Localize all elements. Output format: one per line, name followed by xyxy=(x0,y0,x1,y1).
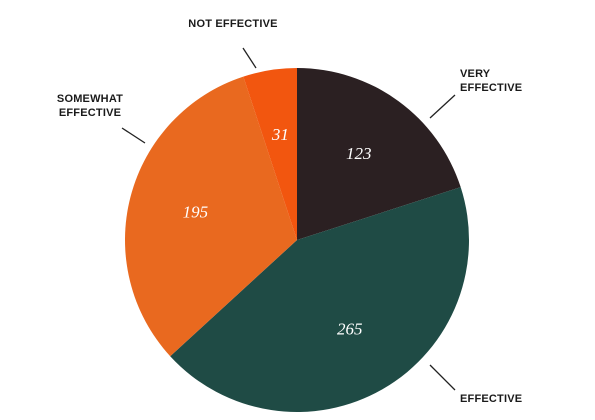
category-label: VERY EFFECTIVE xyxy=(460,68,523,94)
leader-line xyxy=(242,47,257,69)
pie-slice xyxy=(297,68,461,240)
value-label: 31 xyxy=(271,125,289,144)
pie-slice xyxy=(170,187,470,412)
value-label: 195 xyxy=(183,202,209,221)
leader-line xyxy=(429,94,456,119)
category-label: SOMEWHAT EFFECTIVE xyxy=(56,93,124,119)
value-label: 123 xyxy=(346,144,372,163)
leader-line xyxy=(429,364,456,391)
value-label: 265 xyxy=(337,320,363,339)
pie-slice xyxy=(243,68,297,240)
leader-line xyxy=(121,127,146,144)
category-label: EFFECTIVE xyxy=(460,393,523,405)
category-label: NOT EFFECTIVE xyxy=(188,18,278,30)
pie-slice xyxy=(124,76,297,357)
